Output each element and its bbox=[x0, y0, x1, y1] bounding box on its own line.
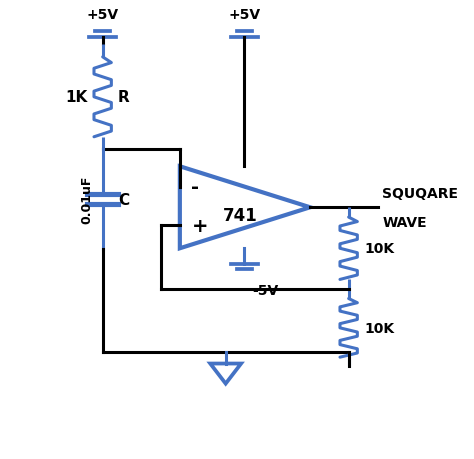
Text: -5V: -5V bbox=[252, 283, 278, 297]
Text: +5V: +5V bbox=[228, 8, 261, 22]
Text: 10K: 10K bbox=[364, 242, 394, 256]
Text: 10K: 10K bbox=[364, 321, 394, 335]
Text: WAVE: WAVE bbox=[383, 216, 427, 230]
Text: -: - bbox=[191, 178, 200, 197]
Text: 0.01uF: 0.01uF bbox=[80, 175, 93, 224]
Text: R: R bbox=[118, 90, 130, 105]
Text: 1K: 1K bbox=[65, 90, 87, 105]
Text: SQUQARE: SQUQARE bbox=[383, 186, 458, 200]
Text: +: + bbox=[191, 216, 208, 235]
Text: C: C bbox=[118, 192, 129, 207]
Text: 741: 741 bbox=[223, 207, 257, 224]
Text: +5V: +5V bbox=[87, 8, 119, 22]
